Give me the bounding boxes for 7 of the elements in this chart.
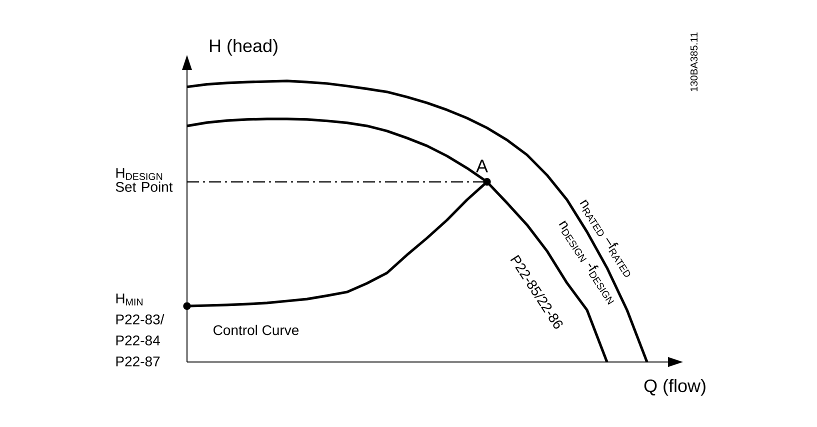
series-label: Control Curve <box>214 324 299 336</box>
x-axis-title: Q (flow) <box>644 378 706 396</box>
ref-line-label: H$_{DESIGN}$ Set Point <box>116 168 173 192</box>
annotation: A <box>476 160 488 172</box>
text: H$_{MIN}$ P22-83/ P22-84 P22-87 <box>116 294 164 366</box>
text: 130BA385.11 <box>690 32 698 92</box>
y-axis-title: H (head) <box>210 38 278 56</box>
